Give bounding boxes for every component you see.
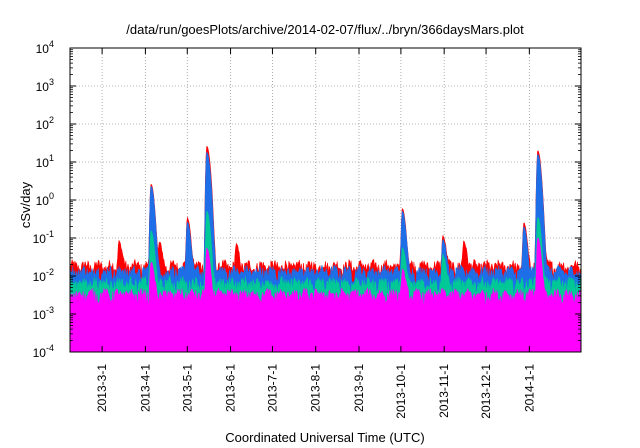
y-tick-exponent: -1 [46, 229, 54, 239]
y-tick-base: 10 [36, 194, 50, 208]
y-tick-base: 10 [33, 232, 47, 246]
x-tick-label: 2013-7-1 [265, 364, 279, 412]
y-tick-label: 10-4 [33, 343, 54, 360]
y-tick-label: 103 [36, 77, 54, 94]
y-tick-base: 10 [36, 118, 50, 132]
plot-area [69, 145, 582, 353]
y-tick-base: 10 [33, 346, 47, 360]
y-tick-label: 104 [36, 39, 54, 56]
x-tick-label: 2013-6-1 [224, 364, 238, 412]
y-tick-base: 10 [33, 270, 47, 284]
y-tick-label: 10-2 [33, 267, 54, 284]
y-tick-base: 10 [33, 308, 47, 322]
y-tick-exponent: 3 [49, 77, 54, 87]
x-tick-label: 2013-3-1 [95, 364, 109, 412]
series-4-area [69, 237, 582, 353]
x-axis-label: Coordinated Universal Time (UTC) [225, 430, 424, 445]
y-tick-exponent: 2 [49, 115, 54, 125]
y-tick-exponent: 0 [49, 191, 54, 201]
y-tick-exponent: 4 [49, 39, 54, 49]
x-tick-label: 2014-1-1 [522, 364, 536, 412]
x-tick-label: 2013-8-1 [309, 364, 323, 412]
y-tick-label: 100 [36, 191, 54, 208]
x-axis: 2013-3-1 2013-4-1 2013-5-1 2013-6-1 2013-7-1… [95, 48, 536, 419]
y-tick-exponent: -4 [46, 343, 54, 353]
chart-title: /data/run/goesPlots/archive/2014-02-07/f… [126, 22, 524, 37]
x-tick-label: 2013-5-1 [180, 364, 194, 412]
x-tick-label: 2013-11-1 [437, 364, 451, 418]
y-tick-exponent: -2 [46, 267, 54, 277]
y-tick-exponent: -3 [46, 305, 54, 315]
y-tick-label: 10-3 [33, 305, 54, 322]
y-tick-label: 101 [36, 153, 54, 170]
x-tick-label: 2013-12-1 [479, 364, 493, 419]
y-tick-base: 10 [36, 80, 50, 94]
y-tick-exponent: 1 [49, 153, 54, 163]
y-tick-base: 10 [36, 42, 50, 56]
y-tick-label: 102 [36, 115, 54, 132]
y-axis-label: cSv/day [18, 181, 33, 228]
x-tick-label: 2013-9-1 [352, 364, 366, 412]
y-tick-label: 10-1 [33, 229, 54, 246]
x-tick-label: 2013-4-1 [138, 364, 152, 412]
x-tick-label: 2013-10-1 [394, 364, 408, 419]
y-tick-base: 10 [36, 156, 50, 170]
